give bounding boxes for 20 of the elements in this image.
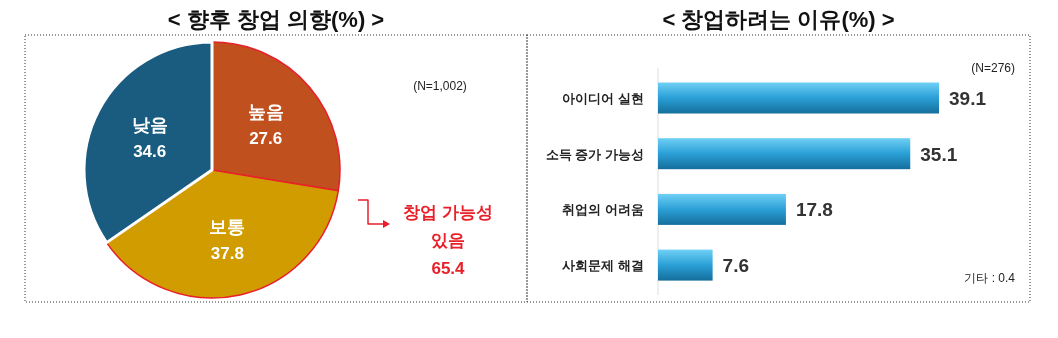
data-label: 34.6 — [133, 142, 167, 162]
chart-title: < 창업하려는 이유(%) > — [662, 7, 895, 32]
data-label: 7.6 — [722, 255, 750, 277]
y-tick-label: 아이디어 실현 — [562, 91, 644, 106]
slice-label: 낮음 — [131, 115, 168, 136]
slice-label: 높음 — [247, 102, 284, 123]
data-label: 27.6 — [249, 129, 283, 149]
data-label: 35.1 — [920, 143, 958, 165]
y-tick-label: 소득 증가 가능성 — [545, 146, 644, 162]
slice-label: 보통 — [209, 216, 246, 237]
data-label: 39.1 — [949, 88, 987, 109]
chart-title: < 향후 창업 의향(%) > — [167, 7, 385, 32]
data-label: 17.8 — [795, 199, 833, 221]
text: (N=1,002) — [413, 79, 467, 93]
text: 기타 : 0.4 — [964, 271, 1016, 285]
y-tick-label: 취업의 어려움 — [562, 202, 644, 218]
y-tick-label: 사회문제 해결 — [562, 258, 644, 274]
text: (N=276) — [971, 61, 1015, 75]
data-label: 37.8 — [210, 243, 244, 263]
text: 창업 가능성 있음 65.4 — [403, 203, 493, 278]
